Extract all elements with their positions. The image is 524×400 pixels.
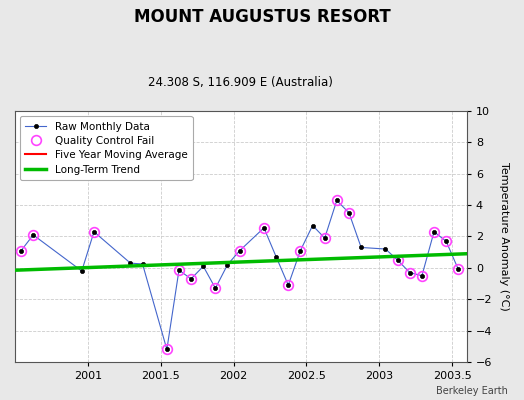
Quality Control Fail — [18, 248, 24, 253]
Quality Control Fail — [285, 283, 291, 288]
Raw Monthly Data — [91, 229, 97, 234]
Line: Raw Monthly Data: Raw Monthly Data — [19, 198, 461, 352]
Raw Monthly Data — [297, 248, 303, 253]
Quality Control Fail — [443, 239, 449, 244]
Raw Monthly Data — [79, 268, 85, 273]
Raw Monthly Data — [176, 268, 182, 273]
Quality Control Fail — [322, 236, 328, 240]
Text: Berkeley Earth: Berkeley Earth — [436, 386, 508, 396]
Raw Monthly Data — [237, 248, 243, 253]
Quality Control Fail — [334, 198, 340, 203]
Raw Monthly Data — [383, 247, 389, 252]
Quality Control Fail — [163, 347, 170, 352]
Raw Monthly Data — [212, 286, 219, 291]
Raw Monthly Data — [346, 210, 352, 215]
Y-axis label: Temperature Anomaly (°C): Temperature Anomaly (°C) — [499, 162, 509, 311]
Raw Monthly Data — [322, 236, 328, 240]
Raw Monthly Data — [285, 283, 291, 288]
Raw Monthly Data — [163, 347, 170, 352]
Quality Control Fail — [407, 270, 413, 275]
Raw Monthly Data — [224, 262, 231, 267]
Quality Control Fail — [30, 232, 36, 237]
Raw Monthly Data — [358, 245, 364, 250]
Quality Control Fail — [346, 210, 352, 215]
Raw Monthly Data — [127, 261, 134, 266]
Quality Control Fail — [261, 226, 267, 230]
Legend: Raw Monthly Data, Quality Control Fail, Five Year Moving Average, Long-Term Tren: Raw Monthly Data, Quality Control Fail, … — [20, 116, 192, 180]
Quality Control Fail — [431, 229, 437, 234]
Raw Monthly Data — [30, 232, 36, 237]
Raw Monthly Data — [407, 270, 413, 275]
Line: Quality Control Fail: Quality Control Fail — [16, 196, 463, 354]
Quality Control Fail — [212, 286, 219, 291]
Quality Control Fail — [176, 268, 182, 273]
Raw Monthly Data — [395, 258, 401, 262]
Raw Monthly Data — [431, 229, 437, 234]
Quality Control Fail — [395, 258, 401, 262]
Quality Control Fail — [419, 273, 425, 278]
Raw Monthly Data — [443, 239, 449, 244]
Quality Control Fail — [455, 267, 462, 272]
Quality Control Fail — [237, 248, 243, 253]
Raw Monthly Data — [419, 273, 425, 278]
Raw Monthly Data — [334, 198, 340, 203]
Raw Monthly Data — [273, 254, 279, 259]
Raw Monthly Data — [18, 248, 24, 253]
Text: MOUNT AUGUSTUS RESORT: MOUNT AUGUSTUS RESORT — [134, 8, 390, 26]
Quality Control Fail — [91, 229, 97, 234]
Quality Control Fail — [297, 248, 303, 253]
Raw Monthly Data — [261, 226, 267, 230]
Raw Monthly Data — [200, 264, 206, 269]
Raw Monthly Data — [139, 262, 146, 266]
Title: 24.308 S, 116.909 E (Australia): 24.308 S, 116.909 E (Australia) — [148, 76, 333, 89]
Raw Monthly Data — [188, 276, 194, 281]
Raw Monthly Data — [455, 267, 462, 272]
Quality Control Fail — [188, 276, 194, 281]
Raw Monthly Data — [310, 223, 316, 228]
